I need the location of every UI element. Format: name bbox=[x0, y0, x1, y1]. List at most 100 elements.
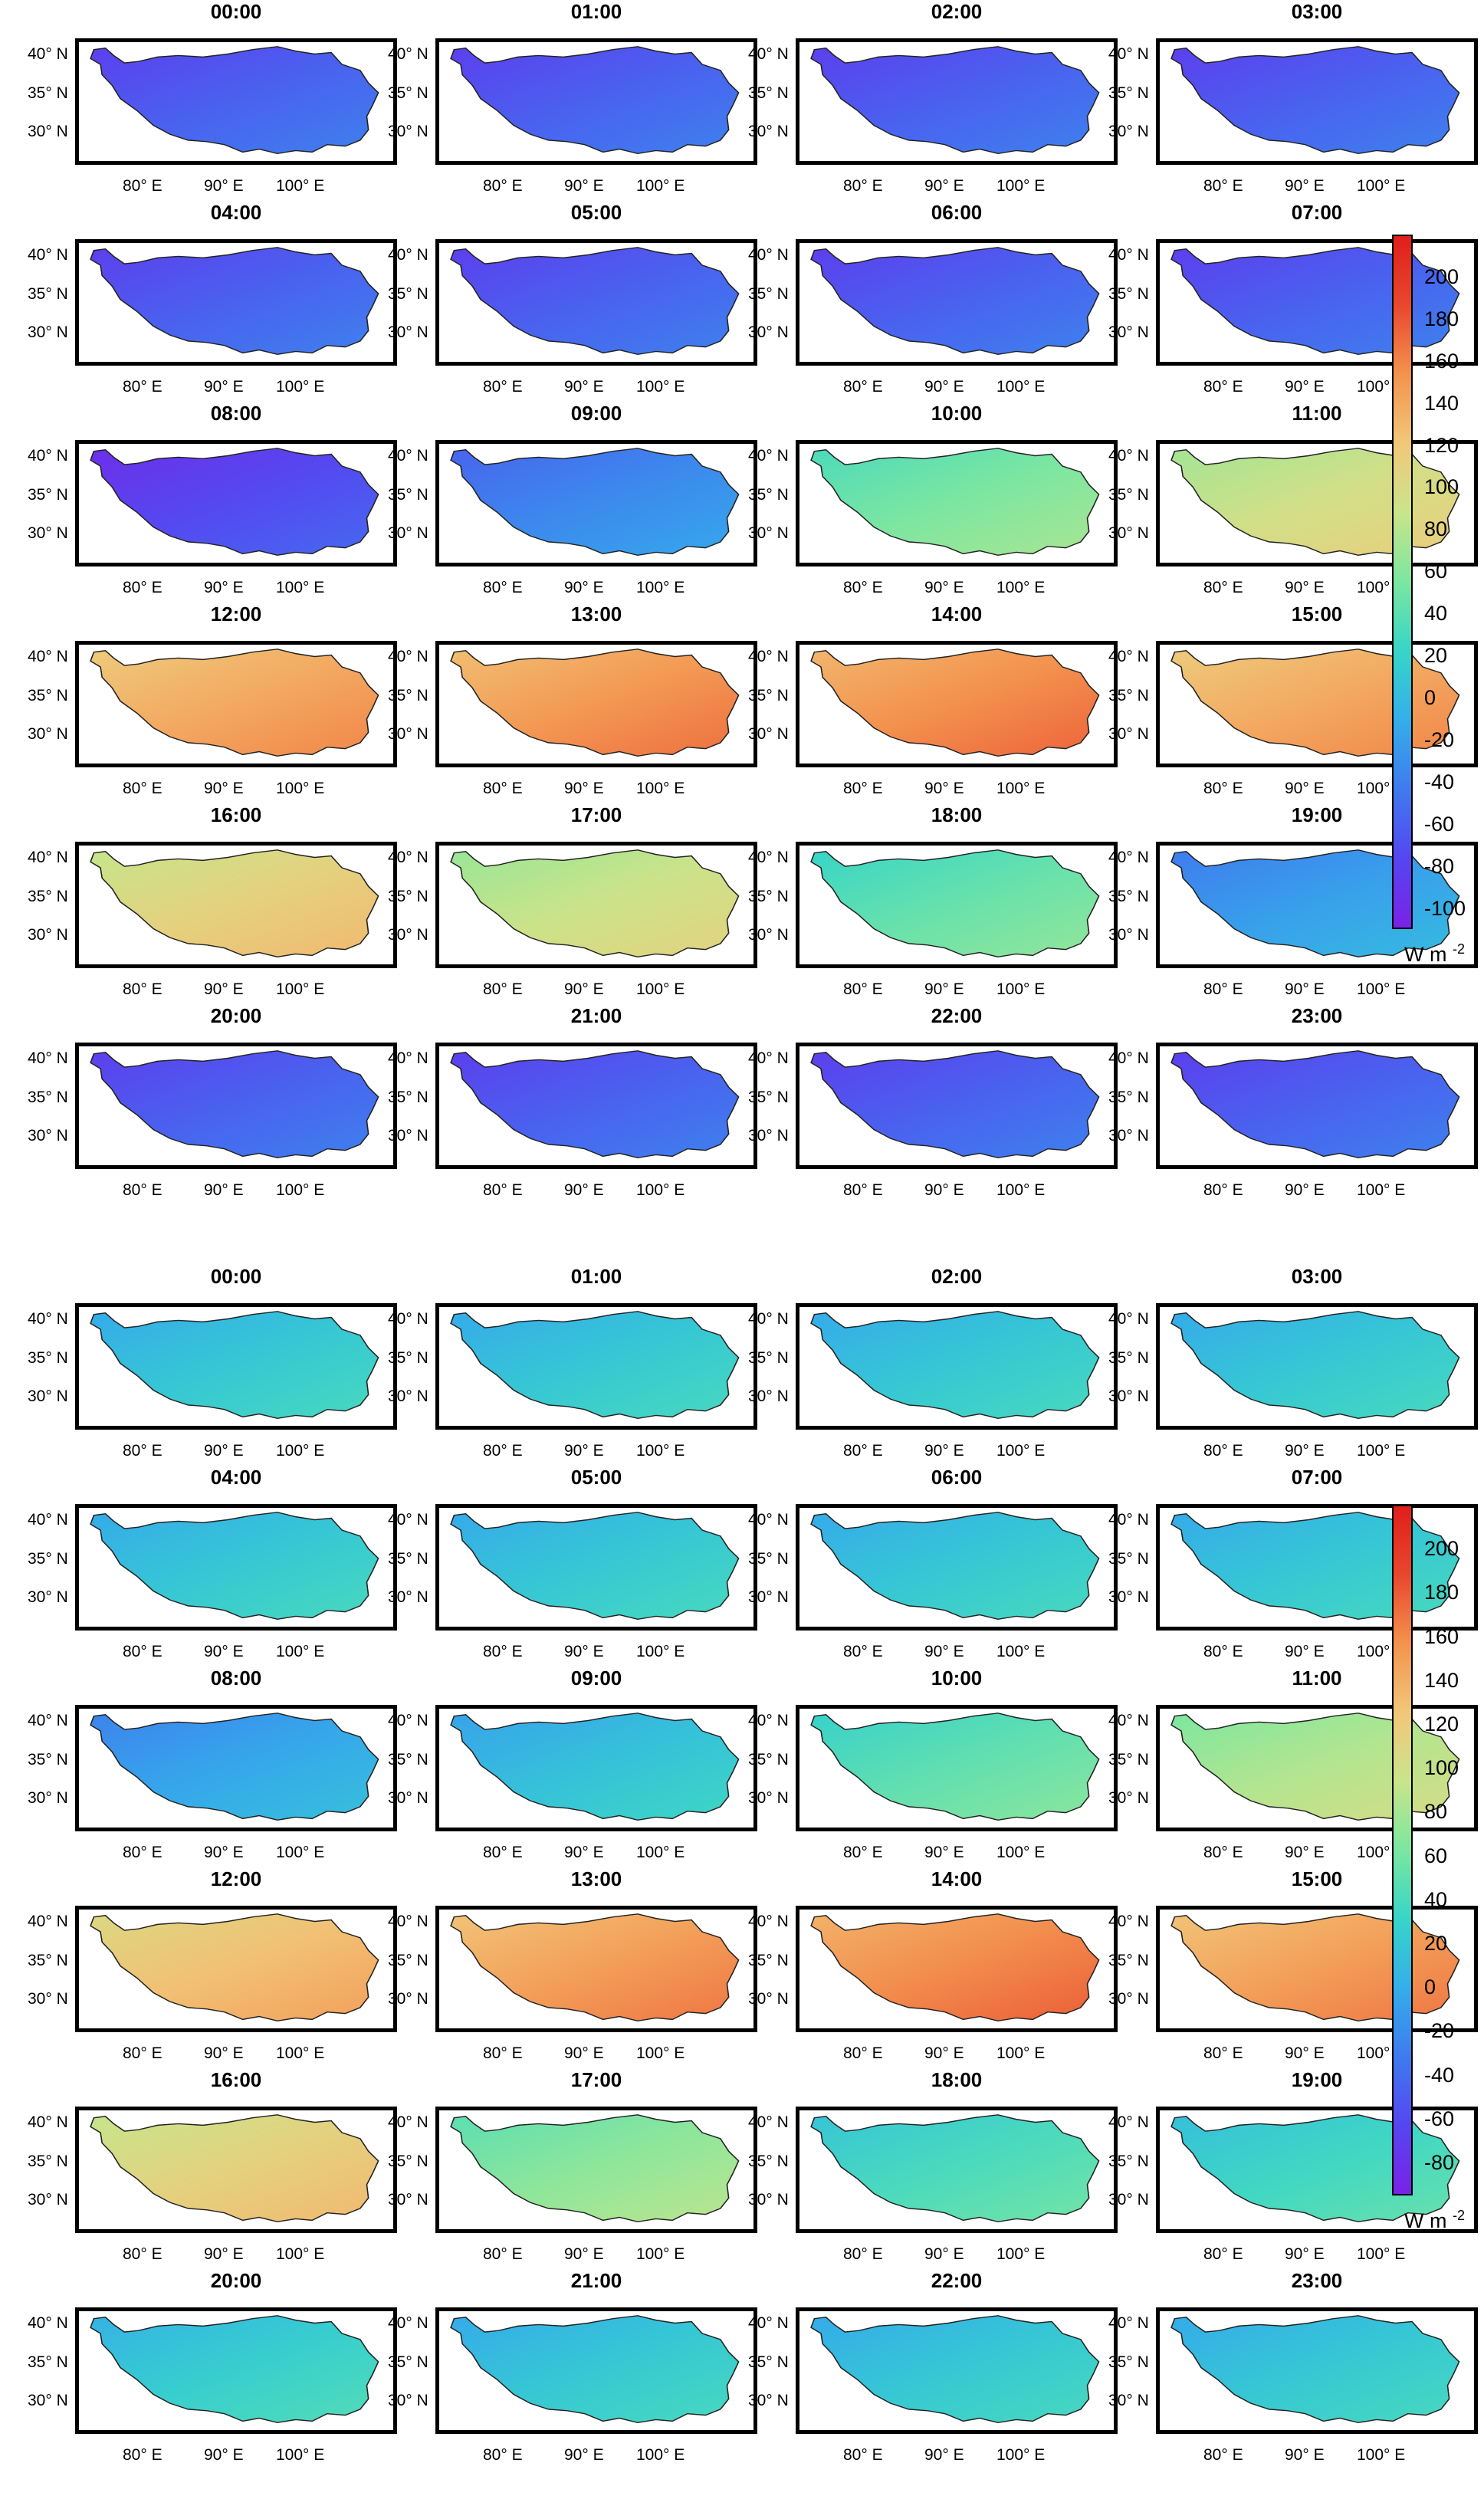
y-tick-label: 30° N bbox=[388, 1588, 428, 1606]
plateau-map bbox=[1170, 1311, 1460, 1420]
panel-title: 00:00 bbox=[210, 0, 262, 23]
plateau-region bbox=[1170, 448, 1460, 557]
map-frame bbox=[796, 1705, 1118, 1831]
y-tick-label: 40° N bbox=[748, 45, 789, 63]
x-tick-label: 80° E bbox=[843, 177, 883, 195]
x-tick-label: 90° E bbox=[204, 378, 244, 396]
plateau-region bbox=[810, 2114, 1100, 2223]
y-tick-label: 30° N bbox=[388, 323, 428, 341]
x-tick-label: 100° E bbox=[1357, 2245, 1406, 2263]
colorbar-tick-label: 20 bbox=[1424, 1932, 1448, 1956]
plateau-region bbox=[90, 2315, 379, 2424]
plateau-map bbox=[1170, 448, 1460, 557]
plateau-region bbox=[90, 849, 379, 958]
y-tick-label: 40° N bbox=[388, 2314, 428, 2332]
map-panel: 20:00 40° N 35° N 30° N 80° E 90° E 100° E bbox=[28, 2269, 397, 2463]
y-tick-label: 35° N bbox=[748, 285, 789, 303]
x-tick-label: 80° E bbox=[483, 1442, 523, 1460]
x-tick-label: 90° E bbox=[204, 980, 244, 998]
map-panel: 08:00 40° N 35° N 30° N 80° E 90° E 100° E bbox=[28, 1667, 397, 1860]
map-panel: 22:00 40° N 35° N 30° N 80° E 90° E 100° E bbox=[748, 2269, 1118, 2463]
plateau-map bbox=[90, 2315, 379, 2424]
map-panel: 16:00 40° N 35° N 30° N 80° E 90° E 100° E bbox=[28, 2068, 397, 2262]
plateau-map bbox=[90, 1311, 379, 1420]
plateau-region bbox=[90, 1050, 379, 1159]
y-tick-label: 30° N bbox=[1108, 1588, 1149, 1606]
x-tick-label: 80° E bbox=[1203, 1643, 1243, 1660]
map-frame bbox=[796, 1504, 1118, 1631]
y-tick-label: 35° N bbox=[388, 1751, 428, 1768]
y-tick-label: 30° N bbox=[748, 123, 789, 140]
panel-title: 18:00 bbox=[931, 803, 983, 826]
plateau-map bbox=[90, 448, 379, 557]
x-tick-label: 90° E bbox=[1285, 579, 1325, 596]
x-tick-label: 90° E bbox=[564, 980, 604, 998]
map-frame bbox=[75, 1504, 397, 1631]
panel-title: 08:00 bbox=[210, 402, 262, 425]
plateau-region bbox=[90, 1913, 379, 2022]
x-tick-label: 80° E bbox=[843, 1442, 883, 1460]
x-tick-label: 90° E bbox=[204, 2245, 244, 2263]
x-tick-label: 100° E bbox=[1357, 980, 1406, 998]
x-tick-label: 90° E bbox=[924, 780, 964, 797]
y-tick-label: 35° N bbox=[28, 2353, 68, 2371]
plateau-map bbox=[1170, 2114, 1460, 2223]
x-tick-label: 90° E bbox=[924, 177, 964, 195]
colorbar-tick-label: 80 bbox=[1424, 1800, 1448, 1824]
y-tick-label: 40° N bbox=[28, 2314, 68, 2332]
map-frame bbox=[75, 440, 397, 566]
x-tick-label: 80° E bbox=[483, 980, 523, 998]
map-panel: 14:00 40° N 35° N 30° N 80° E 90° E 100° E bbox=[748, 1867, 1118, 2061]
plateau-region bbox=[810, 247, 1100, 356]
colorbar-unit: W m -2 bbox=[1404, 941, 1465, 967]
x-tick-label: 100° E bbox=[276, 1643, 325, 1660]
x-tick-label: 90° E bbox=[564, 1442, 604, 1460]
panel-title: 10:00 bbox=[931, 402, 983, 425]
panel-title: 01:00 bbox=[570, 0, 622, 23]
y-tick-label: 40° N bbox=[1108, 849, 1149, 866]
y-tick-label: 40° N bbox=[748, 849, 789, 866]
y-tick-label: 35° N bbox=[748, 2353, 789, 2371]
x-tick-label: 90° E bbox=[204, 579, 244, 596]
x-tick-label: 90° E bbox=[924, 1442, 964, 1460]
x-tick-label: 100° E bbox=[636, 1442, 685, 1460]
map-frame bbox=[1156, 2107, 1478, 2233]
map-panel: 04:00 40° N 35° N 30° N 80° E 90° E 100° E bbox=[28, 201, 397, 395]
y-tick-label: 30° N bbox=[1108, 2191, 1149, 2209]
y-tick-label: 30° N bbox=[748, 323, 789, 341]
y-tick-label: 30° N bbox=[748, 2392, 789, 2409]
plateau-map bbox=[1170, 1512, 1460, 1621]
x-tick-label: 80° E bbox=[123, 1844, 163, 1861]
y-tick-label: 40° N bbox=[1108, 2113, 1149, 2131]
y-tick-label: 35° N bbox=[28, 1550, 68, 1568]
plateau-region bbox=[1170, 46, 1460, 155]
plateau-region bbox=[1170, 247, 1460, 356]
x-tick-label: 80° E bbox=[123, 1181, 163, 1199]
figure-a: 00:00 40° N 35° N 30° N 80° E 90° E 100° E 01:0… bbox=[0, 0, 1484, 1227]
y-tick-label: 40° N bbox=[388, 1511, 428, 1529]
plateau-region bbox=[1170, 1913, 1460, 2022]
plateau-map bbox=[810, 649, 1100, 757]
x-tick-label: 80° E bbox=[483, 378, 523, 396]
y-tick-label: 35° N bbox=[28, 486, 68, 504]
plateau-map bbox=[1170, 649, 1460, 757]
colorbar-tick-label: 100 bbox=[1424, 475, 1459, 499]
x-tick-label: 80° E bbox=[1203, 177, 1243, 195]
x-tick-label: 80° E bbox=[843, 780, 883, 797]
map-panel: 17:00 40° N 35° N 30° N 80° E 90° E 100° E bbox=[388, 2068, 757, 2262]
x-tick-label: 100° E bbox=[996, 1442, 1046, 1460]
x-tick-label: 100° E bbox=[636, 1643, 685, 1660]
x-tick-label: 90° E bbox=[564, 1844, 604, 1861]
panel-title: 02:00 bbox=[931, 0, 983, 23]
x-tick-label: 90° E bbox=[564, 1643, 604, 1660]
plateau-map bbox=[1170, 247, 1460, 356]
plateau-map bbox=[450, 1512, 740, 1621]
panel-title: 19:00 bbox=[1291, 2068, 1343, 2091]
map-frame bbox=[435, 1303, 757, 1430]
x-tick-label: 90° E bbox=[924, 2044, 964, 2062]
panel-title: 20:00 bbox=[210, 2269, 262, 2292]
y-tick-label: 30° N bbox=[1108, 323, 1149, 341]
y-tick-label: 30° N bbox=[1108, 1388, 1149, 1405]
colorbar-tick-label: 160 bbox=[1424, 1624, 1459, 1648]
y-tick-label: 40° N bbox=[748, 1913, 789, 1930]
